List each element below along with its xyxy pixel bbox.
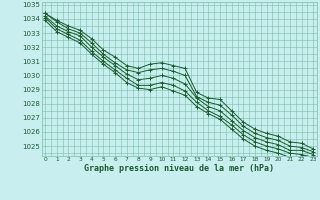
X-axis label: Graphe pression niveau de la mer (hPa): Graphe pression niveau de la mer (hPa) — [84, 164, 274, 173]
